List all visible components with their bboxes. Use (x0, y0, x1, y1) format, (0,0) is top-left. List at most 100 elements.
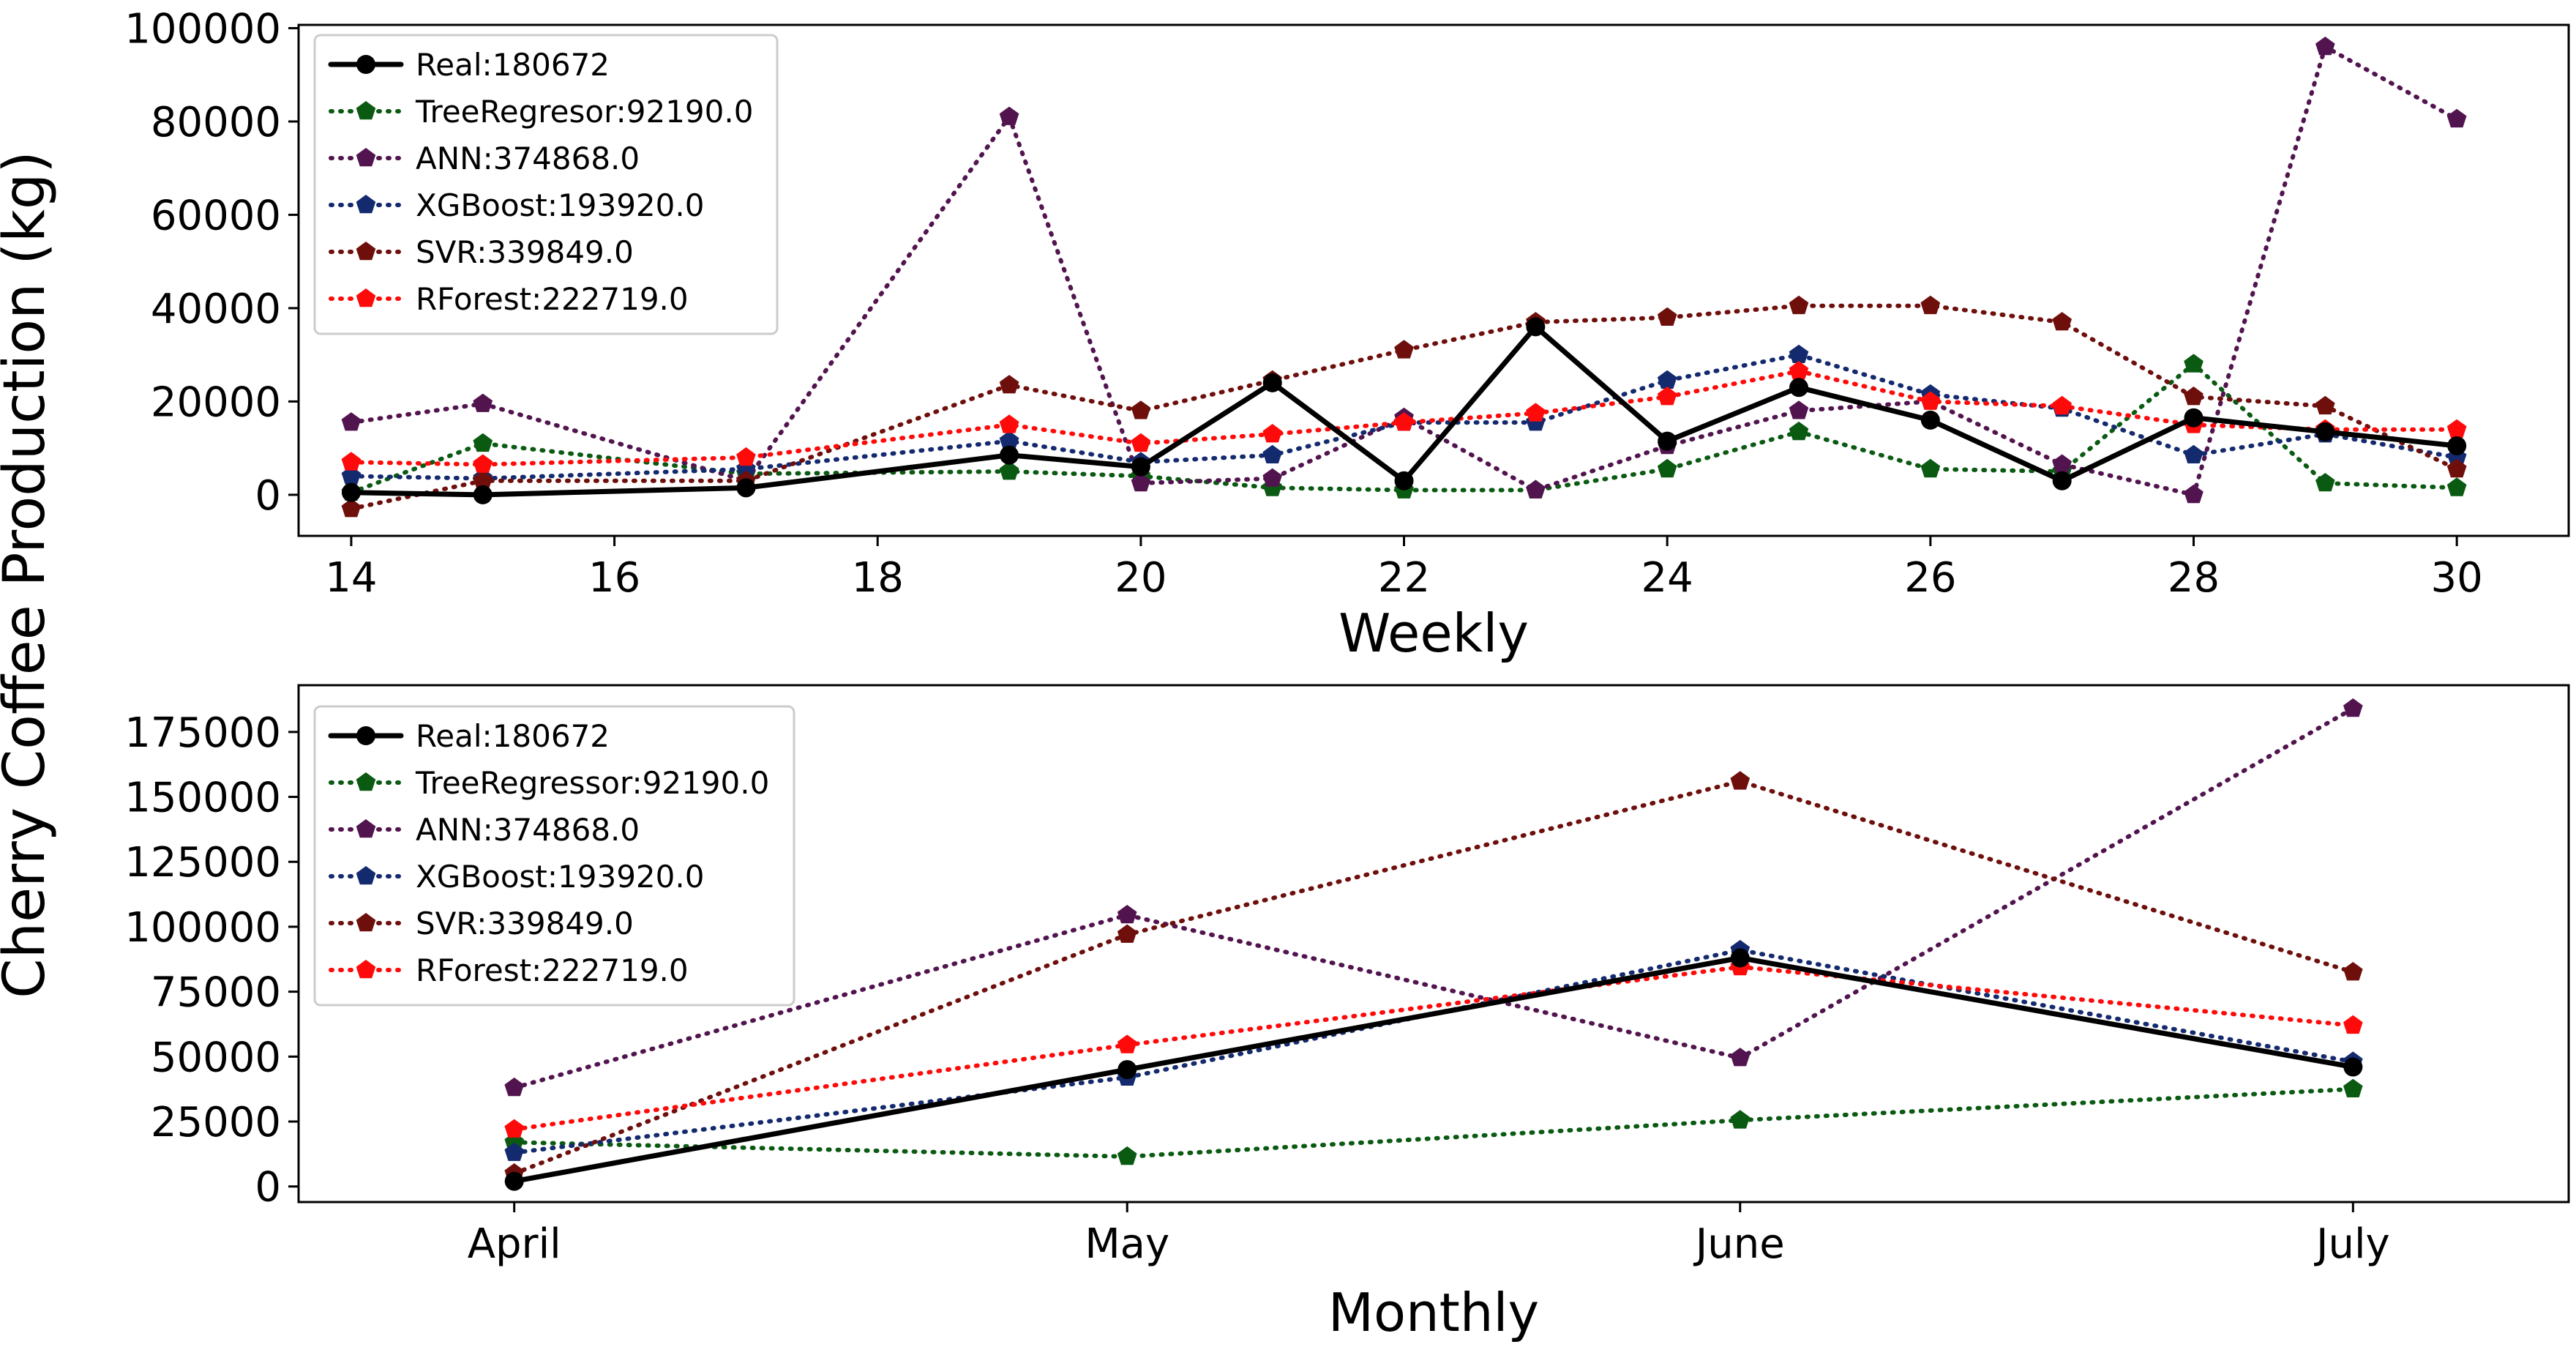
legend-label-tree: TreeRegresor:92190.0 (415, 94, 753, 130)
legend-box (313, 705, 795, 1007)
data-point-real (473, 485, 493, 504)
data-point-real (1730, 948, 1750, 968)
series-real (504, 948, 2363, 1191)
y-tick-label: 75000 (151, 969, 281, 1017)
data-point-real (1526, 317, 1546, 337)
data-point-svr (341, 499, 362, 518)
data-point-real (1131, 457, 1150, 477)
data-point-svr (1117, 924, 1137, 943)
data-point-real (736, 478, 756, 498)
data-point-rf (1131, 433, 1151, 452)
data-point-real (1394, 471, 1414, 490)
legend-marker-tree (356, 101, 376, 120)
y-tick-label: 0 (255, 1164, 281, 1212)
y-tick-label: 80000 (151, 99, 281, 146)
x-tick-label: 14 (325, 554, 377, 602)
data-point-ann (999, 106, 1019, 125)
data-point-ann (2446, 108, 2467, 128)
data-point-rf (1262, 424, 1282, 443)
series-real (341, 317, 2467, 504)
data-point-tree (1920, 458, 1941, 478)
legend-marker-real (356, 55, 375, 74)
x-axis-label: Monthly (1328, 1282, 1539, 1343)
legend-marker-xgb (356, 866, 376, 885)
x-tick-label: April (468, 1220, 561, 1268)
data-point-xgb (1789, 344, 1809, 363)
data-point-rf (999, 414, 1019, 433)
data-point-tree (473, 433, 493, 452)
data-point-tree (999, 461, 1019, 480)
data-point-svr (1920, 295, 1941, 315)
data-point-real (1789, 378, 1809, 398)
data-point-real (1262, 373, 1282, 392)
data-point-ann (1117, 905, 1137, 924)
plot-frame (297, 23, 2570, 537)
data-point-rf (2343, 1015, 2363, 1034)
data-point-tree (2315, 473, 2335, 492)
data-point-real (1117, 1060, 1137, 1080)
legend-marker-ann (356, 819, 376, 838)
data-point-ann (1526, 480, 1546, 499)
data-point-svr (2184, 387, 2204, 406)
series-line-real (512, 955, 2356, 1184)
y-tick-label: 150000 (124, 775, 281, 822)
legend-label-svr: SVR:339849.0 (416, 906, 634, 941)
y-tick-label: 20000 (151, 378, 281, 426)
data-point-ann (1262, 468, 1282, 487)
data-point-real (2447, 436, 2467, 455)
data-point-svr (473, 470, 493, 490)
legend-marker-svr (356, 242, 376, 261)
data-point-tree (1657, 458, 1677, 478)
plot-frame (297, 684, 2570, 1204)
x-tick-label: 24 (1641, 554, 1693, 602)
data-point-svr (1657, 307, 1677, 326)
data-point-ann (504, 1077, 524, 1097)
legend-marker-rf (356, 960, 376, 979)
data-point-xgb (1262, 444, 1282, 463)
data-point-real (1000, 445, 1019, 465)
data-point-svr (999, 375, 1019, 394)
legend-marker-tree (356, 772, 376, 791)
legend-label-svr: SVR:339849.0 (416, 234, 634, 270)
data-point-rf (341, 452, 362, 471)
data-point-svr (1394, 340, 1414, 359)
data-point-rf (1657, 387, 1677, 406)
y-tick-label: 25000 (151, 1099, 281, 1146)
series-line-ann (348, 45, 2460, 497)
series-line-ann (512, 706, 2356, 1090)
data-point-real (504, 1171, 524, 1191)
series-line-rf (512, 964, 2356, 1132)
data-point-xgb (504, 1142, 524, 1161)
legend-marker-xgb (356, 195, 376, 214)
data-point-rf (736, 447, 756, 466)
legend-label-rf: RForest:222719.0 (416, 281, 689, 317)
data-point-xgb (1657, 370, 1677, 389)
x-tick-label: 30 (2431, 554, 2483, 602)
y-tick-label: 100000 (124, 904, 281, 952)
y-tick-label: 175000 (124, 709, 281, 757)
legend-marker-ann (356, 148, 376, 167)
x-tick-label: May (1085, 1220, 1169, 1268)
data-point-svr (1730, 771, 1751, 790)
data-point-ann (1730, 1048, 1751, 1067)
legend: Real:180672 TreeRegresor:92190.0 ANN:37486… (313, 34, 779, 335)
data-point-ann (1131, 473, 1151, 492)
data-point-tree (2446, 477, 2467, 496)
data-point-tree (1789, 421, 1809, 441)
data-point-real (1658, 431, 1677, 451)
data-point-svr (1131, 400, 1151, 419)
legend-label-tree: TreeRegressor:92190.0 (415, 765, 769, 801)
series-line-svr (512, 779, 2356, 1176)
data-point-xgb (999, 430, 1019, 449)
data-point-rf (1920, 391, 1941, 410)
data-point-rf (1117, 1034, 1137, 1053)
data-point-real (2343, 1057, 2363, 1077)
x-tick-label: 26 (1904, 554, 1956, 602)
x-tick-label: 18 (852, 554, 904, 602)
x-tick-label: 28 (2168, 554, 2220, 602)
legend-label-xgb: XGBoost:193920.0 (416, 859, 704, 895)
data-point-rf (2446, 419, 2467, 438)
legend-label-real: Real:180672 (416, 47, 610, 83)
data-point-rf (1789, 361, 1809, 380)
